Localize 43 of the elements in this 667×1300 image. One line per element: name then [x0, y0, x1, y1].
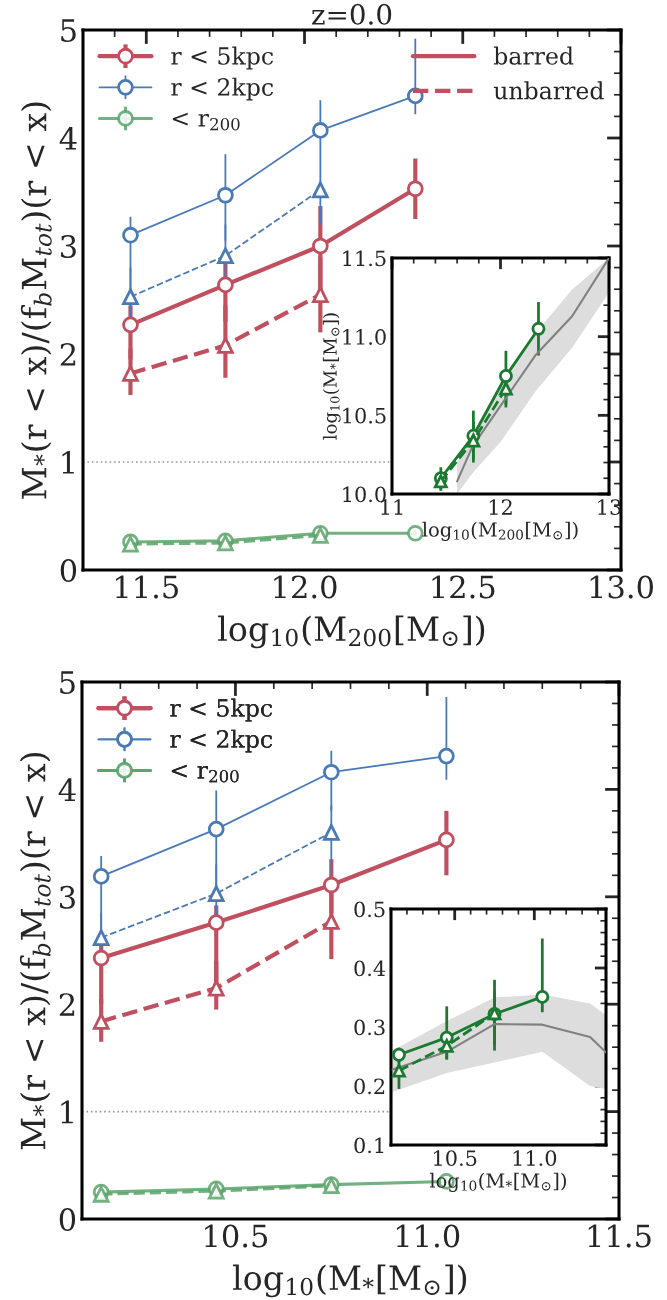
- y-tick-label: 3: [61, 234, 76, 259]
- y-tick-label: 11.5: [343, 250, 386, 267]
- y-tick-label: 0.3: [354, 1019, 385, 1036]
- y-tick-label: 4: [59, 126, 77, 150]
- legend-label: r < 5kpc: [170, 698, 273, 722]
- legend-label: r < 5kpc: [171, 46, 274, 70]
- y-tick-label: 10.5: [343, 407, 386, 424]
- x-axis-title: log$_{10}$(M$_{200}$[M$_{⊙}$]): [218, 615, 485, 649]
- y-axis-title: log$_{10}$(M$_{*}$[M$_{⊙}$]): [322, 313, 341, 440]
- y-tick-label: 1: [61, 1100, 73, 1124]
- y-tick-label: 0: [60, 558, 77, 583]
- x-axis-title: log$_{10}$(M$_{*}$[M$_{⊙}$]): [232, 1264, 467, 1298]
- y-tick-label: 3: [60, 885, 75, 909]
- x-tick-label: 12.5: [432, 575, 495, 599]
- legend-label: r < 2kpc: [170, 729, 273, 753]
- annotation: unbarred: [493, 81, 604, 100]
- x-tick-label: 11.0: [396, 1224, 460, 1248]
- y-tick-label: 2: [60, 342, 76, 366]
- y-tick-label: 0: [59, 1207, 76, 1232]
- legend-label: < r$_{200}$: [171, 764, 239, 783]
- legend-label: < r$_{200}$: [172, 112, 240, 131]
- y-tick-label: 1: [62, 450, 74, 474]
- x-tick-label: 11.5: [116, 575, 178, 599]
- y-axis-title: M$_{*}$(r < x)/(f$_{b}$M$_{tot}$)(r < x): [19, 752, 51, 1150]
- annotation: barred: [493, 46, 574, 65]
- legend-label: r < 2kpc: [171, 77, 274, 101]
- y-tick-label: 4: [58, 778, 76, 802]
- y-tick-label: 0.1: [354, 1137, 384, 1154]
- y-tick-label: 11.0: [343, 329, 386, 345]
- x-tick-label: 10.5: [205, 1224, 268, 1248]
- y-tick-label: 5: [60, 671, 75, 695]
- x-tick-label: 12.0: [274, 575, 337, 599]
- x-tick-label: 12: [489, 499, 512, 515]
- y-axis-title: M$_{*}$(r < x)/(f$_{b}$M$_{tot}$)(r < x): [20, 102, 52, 499]
- y-tick-label: 0.5: [354, 901, 385, 918]
- x-axis-title: log$_{10}$(M$_{200}$[M$_{⊙}$]): [422, 521, 578, 541]
- x-tick-label: 11.5: [588, 1224, 651, 1248]
- y-tick-label: 0.4: [354, 960, 386, 977]
- chart-title: z=0.0: [312, 3, 392, 25]
- x-tick-label: 13.0: [590, 575, 653, 599]
- y-tick-label: 0.2: [354, 1078, 385, 1095]
- y-tick-label: 2: [59, 993, 75, 1016]
- y-tick-label: 5: [61, 19, 76, 43]
